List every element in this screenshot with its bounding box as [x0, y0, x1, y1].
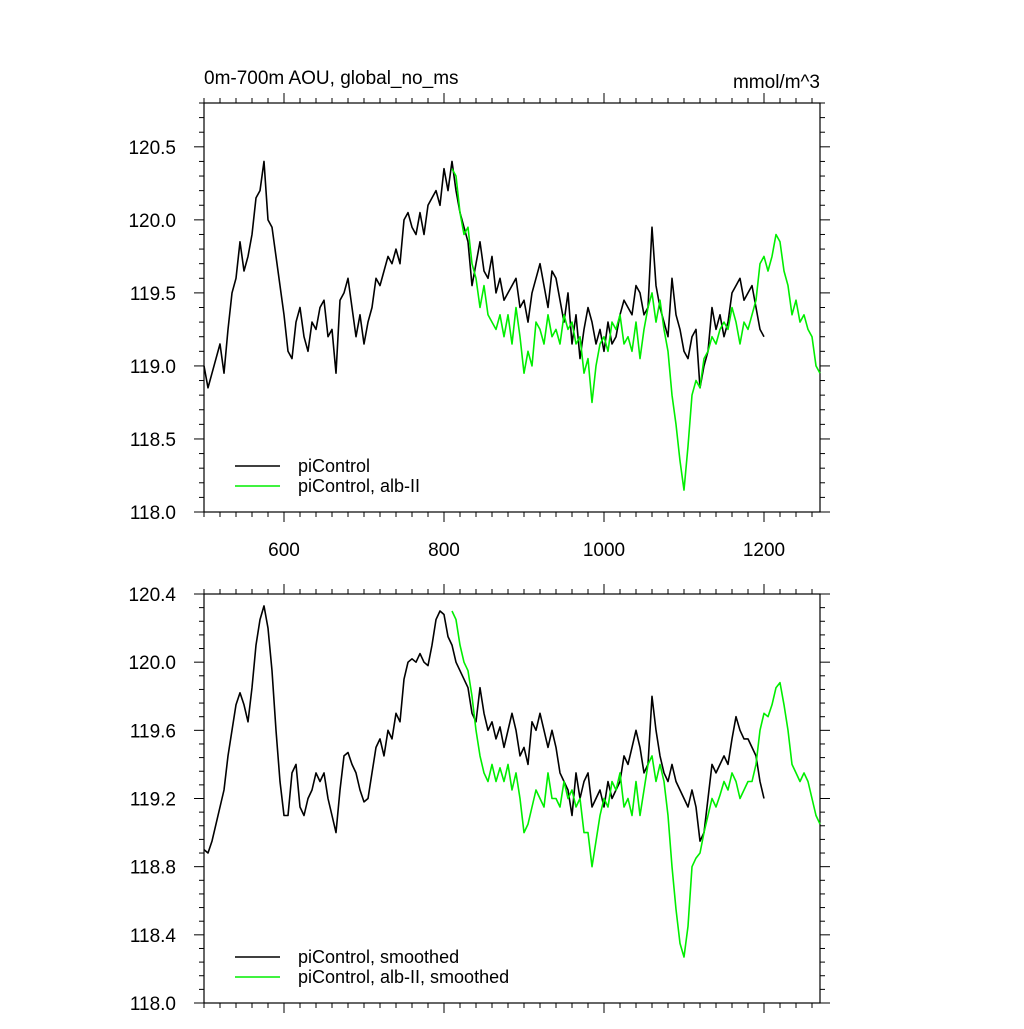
top-y-tick-label: 119.0: [130, 357, 176, 378]
top-y-tick-label: 120.5: [128, 138, 176, 159]
top-panel-title: 0m-700m AOU, global_no_ms: [204, 68, 459, 89]
top-x-tick-label: 600: [268, 540, 300, 561]
bottom-y-tick-label: 120.0: [128, 653, 176, 674]
top-y-tick-label: 120.0: [128, 211, 176, 232]
bottom-y-tick-label: 118.4: [130, 926, 177, 947]
top-legend-label-0: piControl: [298, 456, 370, 476]
top-y-tick-label: 118.0: [130, 503, 176, 524]
top-x-tick-label: 1200: [743, 540, 785, 561]
top-panel-units: mmol/m^3: [733, 72, 820, 93]
bottom-y-tick-label: 119.2: [130, 790, 176, 811]
top-series-line-0: [203, 160, 765, 389]
bottom-legend-label-1: piControl, alb-II, smoothed: [298, 967, 509, 987]
bottom-legend-label-0: piControl, smoothed: [298, 947, 459, 967]
top-x-tick-label: 1000: [583, 540, 625, 561]
bottom-panel: 118.0 118.4 118.8 119.2 119.6 120.0 120.4 piCon…: [128, 584, 830, 1015]
top-y-tick-label: 119.5: [130, 284, 176, 305]
top-y-tick-label: 118.5: [130, 430, 176, 451]
bottom-series-line-0: [203, 605, 765, 854]
bottom-y-tick-label: 118.8: [130, 858, 176, 879]
bottom-y-tick-label: 118.0: [130, 994, 176, 1015]
bottom-y-tick-label: 120.4: [128, 585, 176, 606]
bottom-y-tick-label: 119.6: [130, 721, 176, 742]
top-series-line-1: [451, 168, 821, 491]
bottom-series-line-1: [451, 610, 821, 958]
top-legend-label-1: piControl, alb-II: [298, 476, 420, 496]
top-panel: 0m-700m AOU, global_no_ms mmol/m^3 600 80…: [128, 68, 830, 561]
top-x-tick-label: 800: [428, 540, 460, 561]
